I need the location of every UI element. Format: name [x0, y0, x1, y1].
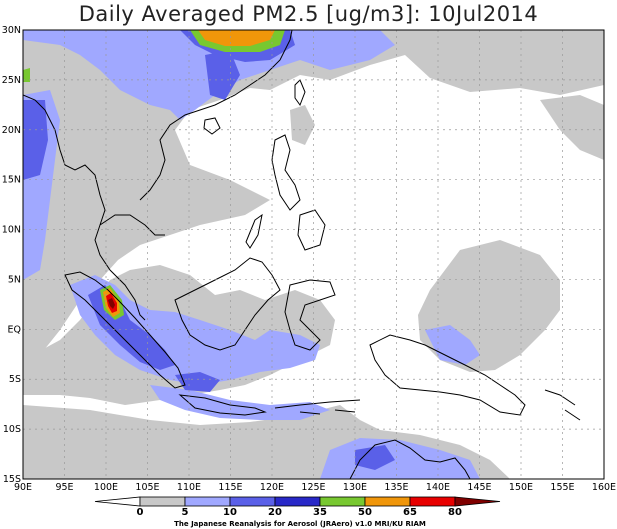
colorbar-swatch: [364, 496, 411, 507]
pm25-field-orange-north: [198, 30, 275, 46]
colorbar-tick-label: 80: [448, 507, 462, 518]
longitude-labels: 90E 95E 100E 105E 110E 115E 120E 125E 130E 135E 14…: [14, 482, 616, 493]
coastline-luzon: [271, 134, 301, 211]
colorbar-swatch: [274, 496, 321, 507]
colorbar-tick-label: 10: [223, 507, 237, 518]
latitude-labels: 30N 25N 20N 15N 10N 5N EQ 5S 10S 15S: [2, 25, 21, 485]
coastline-java: [178, 394, 267, 416]
lat-label: 10N: [2, 225, 21, 236]
colorbar-tick-label: 0: [137, 507, 144, 518]
coastline-sumatra: [64, 271, 186, 389]
pm25-field-blue-mid: [205, 50, 240, 100]
lon-label: 110E: [177, 482, 201, 493]
coastline-mindanao: [297, 209, 326, 251]
lat-label: 10S: [3, 424, 21, 435]
colorbar-tick-label: 20: [268, 507, 282, 518]
lat-label: 5S: [9, 374, 21, 385]
pm25-field-lightblue-east: [425, 325, 480, 365]
coastline-hainan: [203, 117, 221, 135]
colorbar: 0 5 10 20 35 50 65 80: [94, 496, 501, 518]
lon-label: 150E: [509, 482, 533, 493]
coastline-palawan: [245, 213, 263, 249]
lon-label: 95E: [55, 482, 73, 493]
colorbar-swatch: [319, 496, 366, 507]
map-gridlines: [23, 30, 604, 479]
coastlines: [23, 30, 581, 479]
lat-label: 20N: [2, 125, 21, 136]
lon-label: 155E: [550, 482, 574, 493]
pm25-field-green-west: [23, 68, 30, 82]
colorbar-swatch: [94, 496, 141, 507]
colorbar-tick-label: 50: [358, 507, 372, 518]
coastline-new-guinea: [369, 334, 526, 416]
pm25-field-blue-south: [355, 445, 395, 470]
lon-label: 145E: [467, 482, 491, 493]
coastline-lesser-sunda: [274, 399, 361, 415]
colorbar-tick-label: 35: [313, 507, 327, 518]
pm25-field-blue-west: [23, 100, 48, 180]
lon-label: 135E: [384, 482, 408, 493]
lon-label: 115E: [218, 482, 242, 493]
map-title: Daily Averaged PM2.5 [ug/m3]: 10Jul2014: [78, 2, 539, 26]
coastline-australia: [349, 439, 471, 479]
coastline-sulawesi: [284, 279, 336, 351]
map-frame: [22, 29, 605, 480]
lon-label: 125E: [301, 482, 325, 493]
pm25-field-lightblue-java: [150, 385, 330, 420]
coastline-taiwan: [294, 79, 306, 107]
pm25-field: [23, 30, 604, 479]
lon-label: 90E: [14, 482, 32, 493]
lon-label: 140E: [426, 482, 450, 493]
colorbar-tick-label: 65: [403, 507, 417, 518]
lat-label: 15N: [2, 175, 21, 186]
colorbar-swatch: [184, 496, 231, 507]
lat-label: EQ: [8, 324, 21, 335]
coastline-borneo: [174, 257, 281, 351]
colorbar-swatch: [409, 496, 456, 507]
pm25-field-blue-java: [175, 372, 220, 392]
lon-label: 105E: [135, 482, 159, 493]
pm25-field-gray-north: [23, 30, 604, 360]
colorbar-swatch: [229, 496, 276, 507]
coastline-solomons: [544, 389, 581, 421]
lon-label: 120E: [260, 482, 284, 493]
lat-label: 5N: [8, 274, 21, 285]
lon-label: 100E: [94, 482, 118, 493]
pm25-field-darkred-hotspot: [108, 298, 115, 309]
lat-label: 30N: [2, 25, 21, 36]
colorbar-tick-label: 5: [182, 507, 189, 518]
credit-text: The Japanese Reanalysis for Aerosol (JRA…: [174, 520, 426, 528]
colorbar-swatch: [139, 496, 186, 507]
colorbar-swatch: [454, 496, 501, 507]
pm25-field-lightblue-strait: [70, 275, 320, 385]
pm25-field-gray-small: [290, 105, 315, 145]
lat-label: 25N: [2, 75, 21, 86]
lat-label: 15S: [3, 474, 21, 485]
pm25-field-gray-east: [540, 95, 604, 160]
lon-label: 130E: [343, 482, 367, 493]
pm25-field-lightblue-south: [320, 438, 480, 479]
lon-label: 160E: [592, 482, 616, 493]
